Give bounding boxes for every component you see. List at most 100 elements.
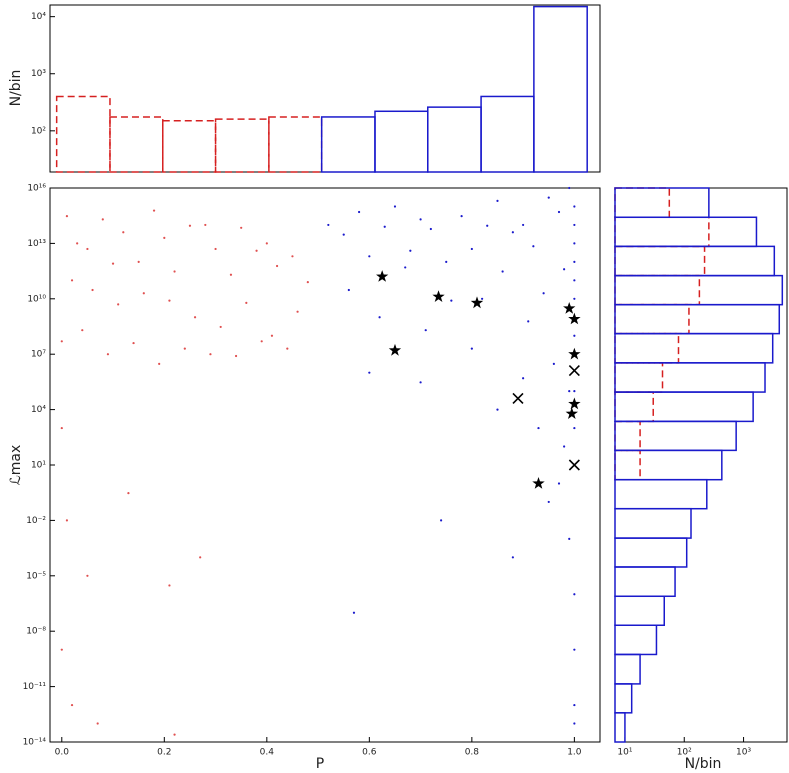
point (470, 347, 473, 350)
point (522, 223, 525, 227)
histogram-bar (614, 303, 690, 335)
point (70, 703, 74, 707)
star-marker (563, 302, 576, 314)
point (240, 226, 243, 229)
x-tick-label: 1.0 (567, 748, 582, 758)
histogram-bar (614, 449, 641, 481)
point (60, 340, 63, 343)
x-tick-label: 10³ (736, 748, 751, 758)
point (70, 279, 74, 282)
y-axis-label: N/bin (8, 70, 24, 107)
point (96, 722, 99, 725)
y-tick-label: 10⁴ (31, 12, 46, 22)
point (275, 264, 279, 268)
histogram-bar (162, 120, 217, 173)
star-marker (376, 270, 389, 282)
histogram-bar (427, 106, 482, 173)
point (122, 231, 125, 234)
star-marker (565, 407, 578, 419)
main-panel (49, 187, 601, 743)
star-marker (568, 397, 581, 410)
point (537, 426, 540, 430)
point (193, 316, 197, 319)
point (573, 334, 576, 337)
histogram-bar (614, 391, 754, 423)
histogram-bar (614, 187, 671, 219)
histogram-bar (374, 110, 429, 173)
point (101, 218, 104, 221)
point (132, 341, 135, 345)
star-marker (532, 477, 545, 489)
star-marker (432, 290, 445, 302)
point (547, 196, 550, 199)
point (209, 353, 212, 356)
point (460, 215, 463, 218)
point (563, 268, 566, 271)
histogram-bar (614, 449, 723, 481)
y-tick-label: 10² (31, 126, 46, 136)
point (429, 227, 432, 231)
y-tick-label: 10⁻⁸ (26, 627, 46, 637)
point (265, 242, 268, 245)
x-tick-label: 0.4 (260, 748, 275, 758)
point (86, 574, 89, 577)
point (142, 292, 145, 295)
point (368, 255, 371, 258)
y-tick-label: 10⁻¹⁴ (23, 738, 47, 748)
point (573, 593, 576, 596)
point (65, 519, 69, 522)
point (409, 249, 412, 252)
x-tick-label: 0.6 (362, 748, 377, 758)
star-marker (568, 347, 581, 360)
point (152, 209, 156, 212)
point (76, 242, 79, 245)
point (214, 247, 217, 251)
top-panel (49, 4, 601, 173)
star-marker (388, 343, 402, 356)
point (573, 242, 576, 245)
histogram-bar (614, 595, 665, 626)
point (327, 223, 330, 227)
point (552, 362, 555, 365)
star-marker (568, 312, 581, 325)
point (158, 362, 161, 365)
histogram-bar (614, 216, 758, 248)
point (522, 377, 525, 380)
histogram-bar (614, 653, 641, 685)
point (183, 347, 186, 350)
point (291, 255, 294, 258)
y-tick-label: 10⁻² (26, 516, 46, 526)
histogram-bar (614, 537, 688, 568)
point (188, 224, 192, 227)
point (573, 260, 576, 263)
histogram-bar (614, 420, 641, 452)
point (106, 353, 110, 356)
point (573, 297, 576, 300)
histogram-bar (614, 624, 658, 656)
x-axis-label: P (316, 756, 324, 772)
point (496, 408, 499, 411)
point (65, 215, 69, 218)
histogram-bar (614, 274, 701, 306)
point (573, 703, 576, 707)
point (60, 426, 63, 430)
point (219, 325, 222, 329)
cross-marker (512, 392, 524, 405)
histogram-bar (614, 683, 633, 714)
point (173, 270, 176, 273)
point (168, 584, 171, 587)
point (573, 223, 576, 227)
point (568, 390, 571, 393)
point (91, 288, 94, 292)
y-tick-label: 10³ (31, 69, 46, 79)
histogram-bar (320, 116, 376, 173)
x-axis-label: N/bin (685, 756, 722, 772)
point (439, 519, 443, 522)
point (573, 205, 576, 208)
point (481, 297, 484, 300)
point (573, 426, 576, 430)
histogram-bar (614, 332, 774, 364)
point (445, 260, 448, 263)
point (470, 247, 473, 251)
